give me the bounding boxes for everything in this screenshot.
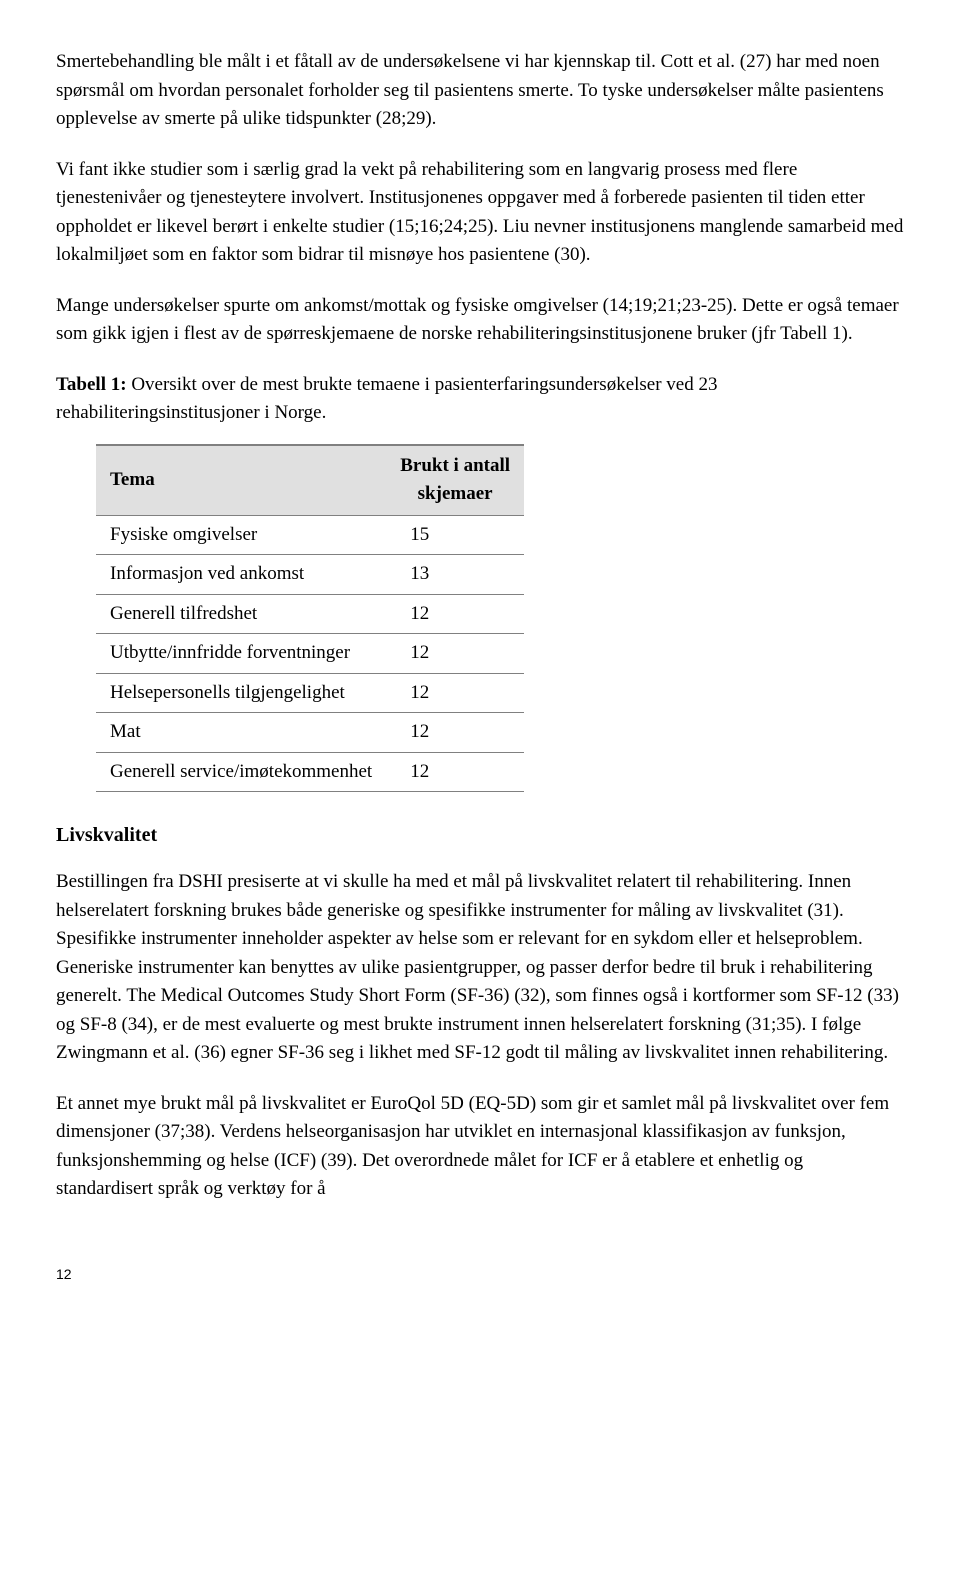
table-caption-label: Tabell 1:	[56, 374, 127, 395]
table-header-antall-line2: skjemaer	[418, 483, 493, 504]
table-cell-antall: 12	[386, 752, 524, 792]
table-cell-tema: Utbytte/innfridde forventninger	[96, 634, 386, 674]
table-themes: Tema Brukt i antall skjemaer Fysiske omg…	[96, 444, 524, 793]
table-cell-antall: 15	[386, 515, 524, 555]
table-row: Utbytte/innfridde forventninger 12	[96, 634, 524, 674]
page-number: 12	[56, 1264, 904, 1285]
table-row: Fysiske omgivelser 15	[96, 515, 524, 555]
table-row: Helsepersonells tilgjengelighet 12	[96, 673, 524, 713]
table-cell-tema: Informasjon ved ankomst	[96, 555, 386, 595]
table-row: Generell service/imøtekommenhet 12	[96, 752, 524, 792]
paragraph-1: Smertebehandling ble målt i et fåtall av…	[56, 48, 904, 134]
table-row: Informasjon ved ankomst 13	[96, 555, 524, 595]
table-cell-tema: Fysiske omgivelser	[96, 515, 386, 555]
paragraph-2: Vi fant ikke studier som i særlig grad l…	[56, 156, 904, 270]
table-cell-antall: 12	[386, 634, 524, 674]
table-header-antall-line1: Brukt i antall	[400, 455, 510, 476]
table-cell-antall: 12	[386, 713, 524, 753]
table-caption-text: Oversikt over de mest brukte temaene i p…	[56, 374, 718, 424]
table-header-row: Tema Brukt i antall skjemaer	[96, 445, 524, 516]
paragraph-5: Et annet mye brukt mål på livskvalitet e…	[56, 1090, 904, 1204]
table-cell-tema: Generell tilfredshet	[96, 594, 386, 634]
table-caption: Tabell 1: Oversikt over de mest brukte t…	[56, 371, 904, 428]
paragraph-4: Bestillingen fra DSHI presiserte at vi s…	[56, 868, 904, 1068]
table-cell-antall: 12	[386, 673, 524, 713]
table-cell-antall: 12	[386, 594, 524, 634]
table-row: Generell tilfredshet 12	[96, 594, 524, 634]
table-cell-tema: Helsepersonells tilgjengelighet	[96, 673, 386, 713]
table-header-antall: Brukt i antall skjemaer	[386, 445, 524, 516]
paragraph-3: Mange undersøkelser spurte om ankomst/mo…	[56, 292, 904, 349]
table-cell-tema: Generell service/imøtekommenhet	[96, 752, 386, 792]
table-cell-tema: Mat	[96, 713, 386, 753]
table-row: Mat 12	[96, 713, 524, 753]
table-header-tema: Tema	[96, 445, 386, 516]
table-cell-antall: 13	[386, 555, 524, 595]
section-heading-livskvalitet: Livskvalitet	[56, 820, 904, 850]
